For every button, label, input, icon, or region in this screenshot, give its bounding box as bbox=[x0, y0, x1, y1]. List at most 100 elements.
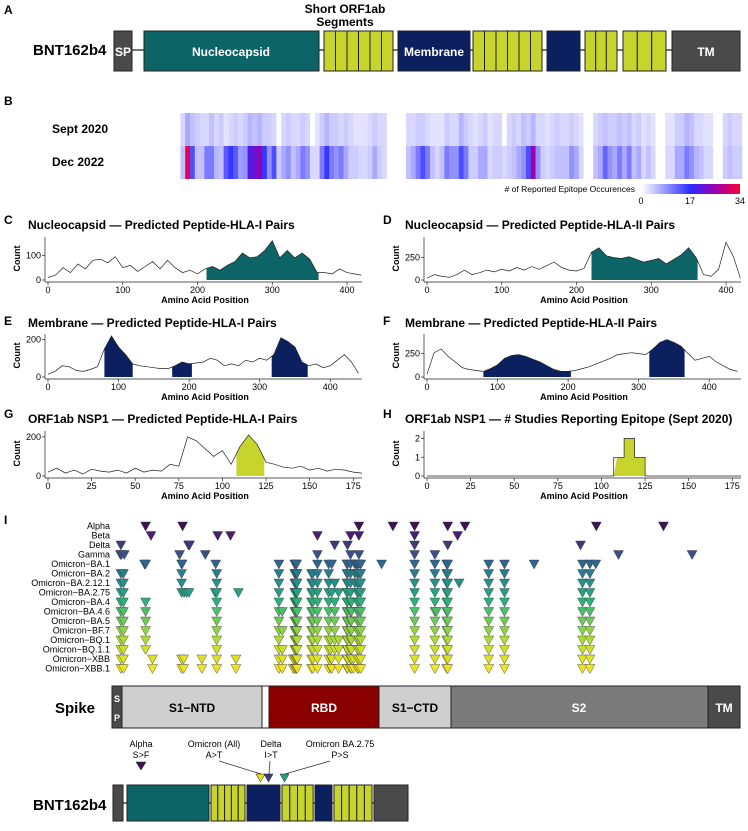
heatmap-cell bbox=[401, 113, 407, 146]
mut-omicron-marker bbox=[255, 773, 266, 783]
mutation-marker bbox=[276, 607, 288, 617]
mutation-marker bbox=[499, 635, 510, 646]
mutation-marker bbox=[211, 597, 223, 608]
mutation-marker bbox=[584, 597, 596, 608]
mutation-marker bbox=[118, 626, 129, 636]
x-tick-label: 100 bbox=[594, 481, 609, 491]
mutation-marker bbox=[211, 616, 223, 627]
heatmap-cell bbox=[530, 113, 536, 146]
mutation-marker bbox=[118, 635, 129, 646]
heatmap-cell bbox=[233, 113, 239, 146]
mutation-marker bbox=[140, 645, 151, 655]
mutation-marker bbox=[196, 664, 208, 674]
orf-b1-block-4 bbox=[230, 784, 239, 822]
orf-a1-block-4 bbox=[358, 30, 371, 72]
mutation-marker bbox=[342, 540, 353, 551]
heatmap-cell bbox=[578, 146, 584, 179]
y-tick-label: 250 bbox=[405, 253, 420, 263]
bottom-membrane-segment bbox=[246, 784, 281, 822]
mutation-marker bbox=[177, 521, 188, 532]
heatmap-cell bbox=[142, 113, 148, 146]
mutation-marker bbox=[499, 569, 510, 579]
heatmap-cell bbox=[698, 146, 704, 179]
mutation-marker bbox=[409, 559, 420, 570]
panel-a: A Short ORF1ab Segments BNT162b4 SP Nucl… bbox=[4, 2, 741, 72]
x-tick-label: 25 bbox=[87, 481, 97, 491]
heatmap-cell bbox=[161, 146, 167, 179]
mutation-marker bbox=[442, 540, 454, 551]
panel-i-label: I bbox=[4, 513, 7, 527]
heatmap-cell bbox=[185, 113, 191, 146]
heatmap-cell bbox=[300, 146, 306, 179]
heatmap-cell bbox=[545, 146, 551, 179]
area-line-e bbox=[47, 335, 359, 375]
heatmap-cell bbox=[554, 146, 560, 179]
heatmap-cell bbox=[262, 146, 268, 179]
mutation-marker bbox=[211, 607, 223, 617]
x-tick-label: 100 bbox=[215, 481, 230, 491]
mut-ba275-change: P>S bbox=[331, 750, 348, 760]
mutation-marker bbox=[577, 578, 588, 589]
heatmap-cell bbox=[684, 146, 690, 179]
mutation-marker bbox=[147, 654, 158, 665]
mutation-marker bbox=[499, 588, 510, 598]
heatmap-cell bbox=[593, 146, 599, 179]
mutation-marker bbox=[584, 664, 596, 674]
heatmap-cell bbox=[569, 113, 575, 146]
orf-a1-block-3 bbox=[346, 30, 359, 72]
heatmap-cell bbox=[156, 146, 162, 179]
heatmap-cell bbox=[223, 113, 229, 146]
heatmap-cell bbox=[367, 146, 373, 179]
mutation-marker bbox=[333, 635, 344, 646]
mutation-marker bbox=[312, 578, 323, 589]
heatmap-cell bbox=[689, 113, 695, 146]
mutation-marker bbox=[584, 654, 596, 665]
heatmap-cell bbox=[497, 113, 503, 146]
heatmap-cell bbox=[420, 113, 426, 146]
heatmap-cell bbox=[473, 113, 479, 146]
heatmap-cell bbox=[684, 113, 690, 146]
orf-a4-block-3 bbox=[651, 30, 667, 72]
construct-label-top: BNT162b4 bbox=[33, 42, 107, 59]
heatmap-cell bbox=[118, 146, 124, 179]
mutation-marker bbox=[140, 597, 151, 608]
spike-ntd-domain bbox=[121, 685, 263, 729]
nucleocapsid-segment bbox=[143, 30, 320, 72]
heatmap-cell bbox=[415, 146, 421, 179]
mutation-marker bbox=[273, 569, 285, 579]
orf-a2-block-4 bbox=[507, 30, 520, 72]
mutation-marker bbox=[326, 559, 338, 570]
mutation-marker bbox=[118, 550, 130, 560]
heatmap-cell bbox=[660, 113, 666, 146]
area-line-f bbox=[426, 339, 738, 375]
mutation-marker bbox=[273, 559, 285, 570]
heatmap-cell bbox=[713, 146, 719, 179]
mutation-marker bbox=[312, 664, 323, 674]
mutation-marker bbox=[442, 654, 454, 665]
mutation-marker bbox=[211, 588, 223, 598]
heatmap-cell bbox=[329, 146, 335, 179]
heatmap-cell bbox=[468, 113, 474, 146]
heatmap-cell bbox=[430, 113, 436, 146]
orf-b2-block-3 bbox=[297, 784, 306, 822]
mutation-marker bbox=[429, 559, 441, 570]
heatmap-cell bbox=[626, 146, 632, 179]
heatmap-cell bbox=[266, 146, 272, 179]
spike-label: Spike bbox=[55, 700, 95, 717]
heatmap-cell bbox=[228, 146, 234, 179]
heatmap-cell bbox=[391, 146, 397, 179]
mutation-marker bbox=[429, 654, 441, 665]
orf-a4-block-2 bbox=[636, 30, 653, 72]
x-tick-label: 150 bbox=[681, 481, 696, 491]
orf-title-line1: Short ORF1ab bbox=[305, 2, 386, 16]
heatmap-cell bbox=[655, 146, 661, 179]
heatmap-cell bbox=[727, 146, 733, 179]
x-tick-label: 100 bbox=[490, 382, 505, 392]
mutation-marker bbox=[409, 578, 420, 589]
sp-label: SP bbox=[115, 45, 131, 59]
variant-label: Omicron−BA.5 bbox=[51, 616, 110, 626]
mutation-marker bbox=[499, 607, 510, 617]
variant-labels: AlphaBetaDeltaGammaOmicron−BA.1Omicron−B… bbox=[31, 521, 110, 674]
mutation-marker bbox=[211, 645, 223, 655]
